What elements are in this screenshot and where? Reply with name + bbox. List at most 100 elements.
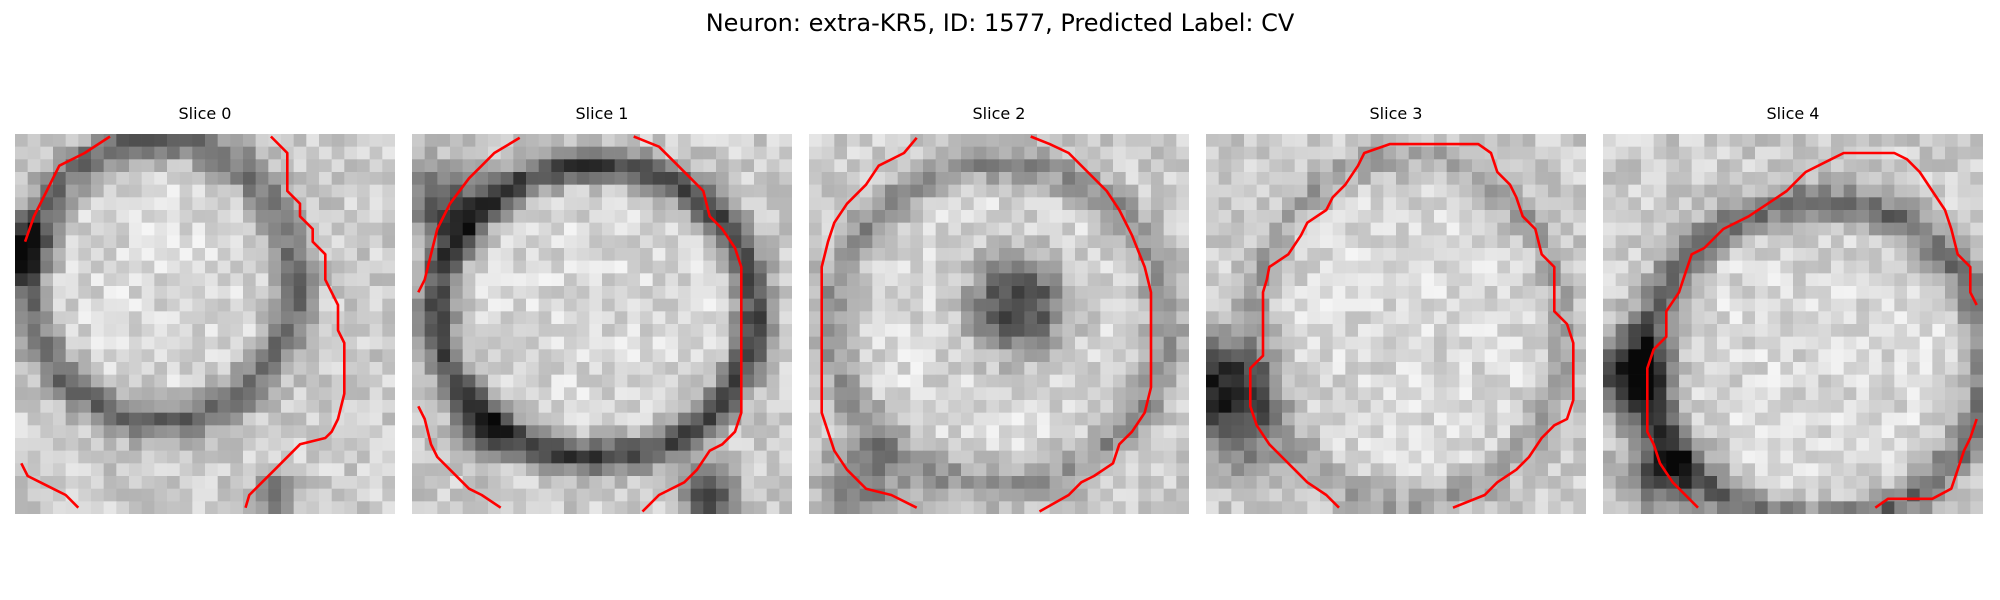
intensity-pixel [1869, 336, 1882, 350]
intensity-pixel [1011, 450, 1025, 464]
intensity-pixel [872, 349, 886, 363]
intensity-pixel [1919, 362, 1933, 375]
intensity-pixel [614, 298, 628, 312]
intensity-pixel [1151, 222, 1164, 236]
intensity-pixel [821, 197, 835, 211]
intensity-pixel [1472, 463, 1485, 477]
intensity-pixel [1641, 476, 1654, 489]
intensity-pixel [27, 425, 41, 439]
intensity-pixel [1176, 362, 1189, 375]
intensity-pixel [1843, 463, 1857, 477]
intensity-pixel [1151, 184, 1164, 198]
intensity-pixel [1767, 412, 1781, 426]
intensity-pixel [1446, 260, 1460, 274]
intensity-pixel [91, 248, 104, 261]
intensity-pixel [243, 260, 256, 274]
intensity-pixel [281, 488, 294, 502]
intensity-pixel [475, 349, 489, 363]
intensity-pixel [538, 273, 552, 287]
intensity-pixel [1024, 134, 1038, 147]
intensity-pixel [1603, 324, 1616, 337]
intensity-pixel [437, 374, 451, 388]
intensity-pixel [488, 210, 501, 223]
intensity-pixel [1653, 260, 1667, 274]
intensity-pixel [665, 438, 679, 451]
intensity-pixel [306, 159, 320, 173]
intensity-pixel [923, 425, 936, 439]
intensity-pixel [526, 159, 539, 173]
intensity-pixel [1704, 146, 1718, 160]
intensity-pixel [1843, 476, 1857, 489]
intensity-pixel [141, 488, 155, 502]
intensity-pixel [1332, 172, 1346, 185]
intensity-pixel [1125, 134, 1139, 147]
intensity-pixel [1421, 349, 1435, 363]
intensity-pixel [1307, 463, 1321, 477]
intensity-pixel [116, 235, 130, 249]
intensity-pixel [948, 146, 962, 160]
intensity-pixel [872, 146, 886, 160]
intensity-pixel [910, 159, 924, 173]
intensity-pixel [1244, 324, 1257, 337]
intensity-pixel [779, 374, 792, 388]
intensity-pixel [1548, 488, 1561, 502]
intensity-pixel [1679, 438, 1692, 451]
intensity-pixel [116, 146, 130, 160]
intensity-pixel [1548, 336, 1561, 350]
intensity-pixel [1138, 450, 1152, 464]
intensity-pixel [1615, 286, 1629, 299]
intensity-pixel [1113, 146, 1126, 160]
intensity-pixel [1087, 222, 1101, 236]
intensity-pixel [754, 273, 767, 287]
intensity-pixel [424, 463, 438, 477]
intensity-pixel [551, 172, 565, 185]
intensity-pixel [1218, 362, 1232, 375]
intensity-pixel [589, 387, 603, 401]
intensity-pixel [40, 438, 54, 451]
intensity-pixel [1024, 311, 1038, 325]
intensity-pixel [27, 412, 41, 426]
intensity-pixel [154, 298, 168, 312]
intensity-pixel [217, 412, 231, 426]
intensity-pixel [665, 362, 679, 375]
intensity-pixel [129, 336, 142, 350]
intensity-pixel [1957, 286, 1971, 299]
intensity-pixel [1945, 260, 1958, 274]
intensity-pixel [1218, 134, 1232, 147]
intensity-pixel [1011, 222, 1025, 236]
intensity-pixel [526, 488, 539, 502]
intensity-pixel [885, 197, 898, 211]
intensity-pixel [1535, 476, 1549, 489]
intensity-pixel [306, 463, 320, 477]
intensity-pixel [1548, 349, 1561, 363]
intensity-pixel [1603, 286, 1616, 299]
intensity-pixel [640, 172, 653, 185]
intensity-pixel [1100, 336, 1114, 350]
intensity-pixel [1446, 438, 1460, 451]
intensity-pixel [1434, 450, 1447, 464]
intensity-pixel [1113, 260, 1126, 274]
intensity-pixel [424, 412, 438, 426]
intensity-pixel [1497, 400, 1511, 413]
intensity-pixel [1497, 311, 1511, 325]
intensity-pixel [1603, 463, 1616, 477]
intensity-pixel [1049, 311, 1063, 325]
intensity-pixel [766, 311, 780, 325]
intensity-pixel [973, 273, 987, 287]
intensity-pixel [1408, 222, 1422, 236]
intensity-pixel [538, 501, 552, 514]
intensity-pixel [1345, 184, 1359, 198]
intensity-pixel [116, 400, 130, 413]
intensity-pixel [1535, 463, 1549, 477]
intensity-pixel [344, 349, 358, 363]
intensity-pixel [589, 146, 603, 160]
intensity-pixel [1856, 400, 1870, 413]
intensity-pixel [1805, 273, 1819, 287]
intensity-pixel [1856, 374, 1870, 388]
intensity-pixel [141, 260, 155, 274]
intensity-pixel [754, 311, 767, 325]
intensity-pixel [1408, 425, 1422, 439]
intensity-pixel [809, 488, 822, 502]
intensity-pixel [1206, 197, 1219, 211]
intensity-pixel [424, 362, 438, 375]
